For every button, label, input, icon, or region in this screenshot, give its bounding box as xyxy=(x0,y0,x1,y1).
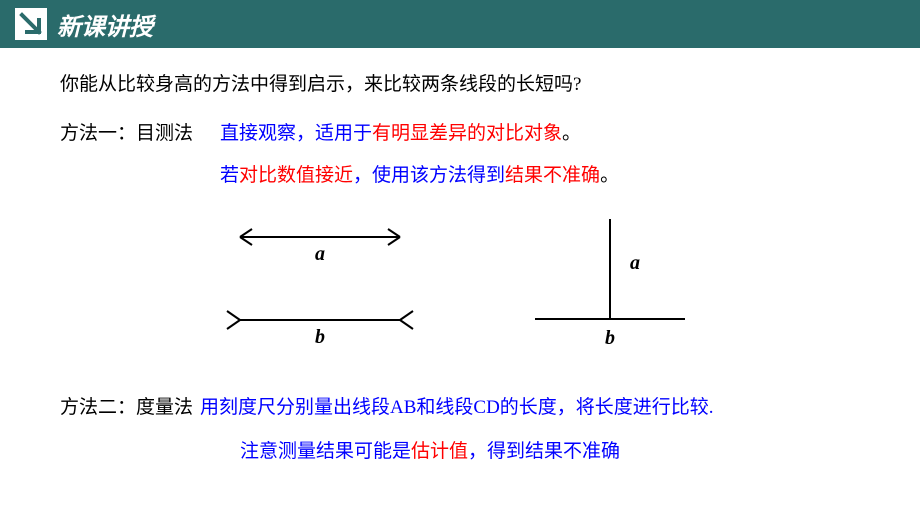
text-blue: 直接观察，适用于 xyxy=(220,123,372,144)
label-b: b xyxy=(315,326,325,345)
method2-line1: 用刻度尺分别量出线段AB和线段CD的长度，将长度进行比较. xyxy=(200,391,714,425)
text-blue: 注意测量结果可能是 xyxy=(240,441,411,462)
text-red: 结果不准确 xyxy=(505,165,600,186)
method2-label: 方法二：度量法 xyxy=(60,391,200,425)
segment-a-arrows: a xyxy=(230,222,410,274)
method2-row2: 注意测量结果可能是估计值，得到结果不准确 xyxy=(60,435,860,469)
text-red: 有明显差异的对比对象 xyxy=(372,123,562,144)
method1-row1: 方法一：目测法 直接观察，适用于有明显差异的对比对象。 xyxy=(60,117,860,151)
text-red: 对比数值接近 xyxy=(239,165,353,186)
diagram-area: a b a b xyxy=(60,214,860,366)
method1-row2: 若对比数值接近，使用该方法得到结果不准确。 xyxy=(60,159,860,193)
text-black: 。 xyxy=(562,123,581,144)
method1-label: 方法一：目测法 xyxy=(60,117,220,151)
label-a: a xyxy=(315,243,325,262)
label-a-right: a xyxy=(630,252,640,274)
header-bar: 新课讲授 xyxy=(0,0,920,48)
text-blue: ，得到结果不准确 xyxy=(468,441,620,462)
content-area: 你能从比较身高的方法中得到启示，来比较两条线段的长短吗? 方法一：目测法 直接观… xyxy=(0,48,920,489)
text-black: 。 xyxy=(600,165,619,186)
text-blue: ，使用该方法得到 xyxy=(353,165,505,186)
text-red: 估计值 xyxy=(411,441,468,462)
question-text: 你能从比较身高的方法中得到启示，来比较两条线段的长短吗? xyxy=(60,68,860,102)
method2-row1: 方法二：度量法 用刻度尺分别量出线段AB和线段CD的长度，将长度进行比较. xyxy=(60,391,860,425)
method1-line1: 直接观察，适用于有明显差异的对比对象。 xyxy=(220,117,581,151)
label-b-right: b xyxy=(605,327,615,349)
arrow-down-right-icon xyxy=(15,8,47,40)
diagram-right-group: a b xyxy=(520,214,700,366)
diagram-left-group: a b xyxy=(220,222,420,356)
header-title: 新课讲授 xyxy=(57,7,153,42)
text-blue: 若 xyxy=(220,165,239,186)
segment-b-inward: b xyxy=(220,305,420,357)
